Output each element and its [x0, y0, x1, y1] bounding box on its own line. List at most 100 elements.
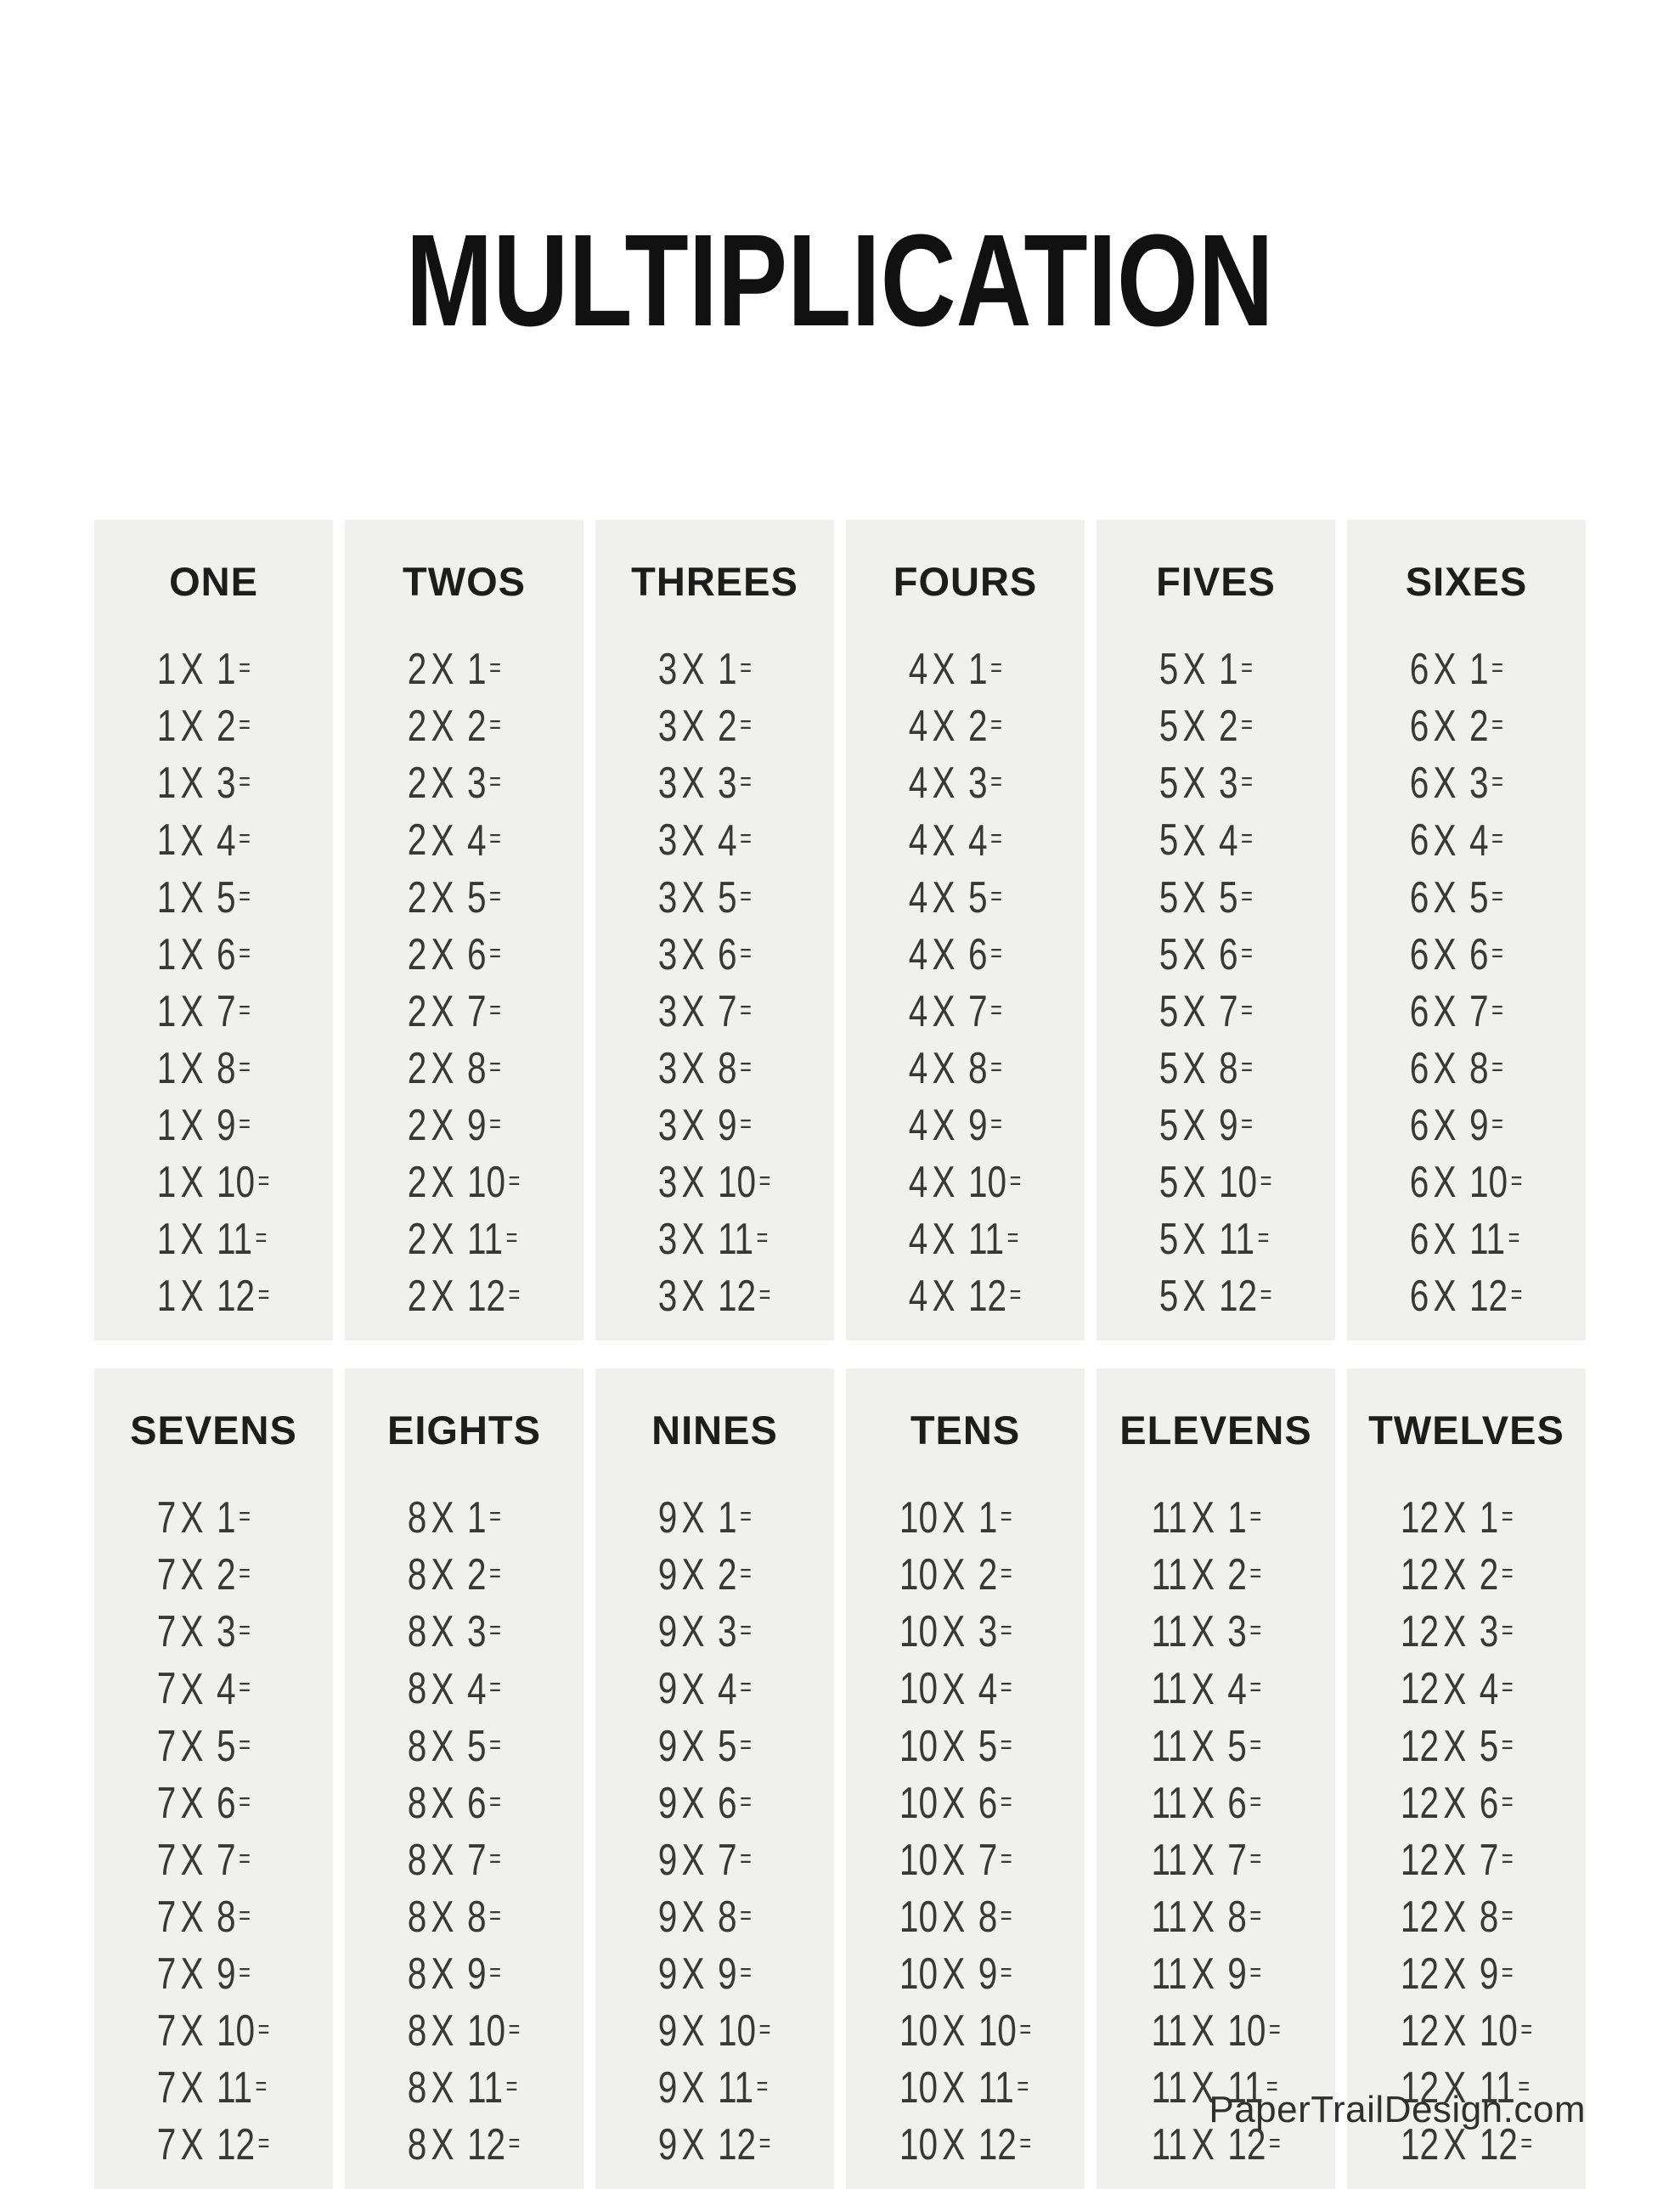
equation-row: 11 X 1 =: [1151, 1489, 1280, 1546]
equation-row: 10 X 4 =: [899, 1660, 1031, 1717]
multiplier-value: 5: [467, 1721, 488, 1771]
multiplier-value: 2: [718, 702, 738, 752]
equation-list: 1 X 1 = 1 X 2 = 1 X 3 = 1 X 4 = 1 X 5 = 1 X 6 = 1 X 7 = 1 X 8 = 1 X 9 = 1 X 10…: [157, 640, 270, 1324]
multiplication-operator: X: [1191, 1892, 1215, 1942]
table-header: SIXES: [1405, 559, 1528, 605]
multiplier-value: 8: [978, 1892, 998, 1942]
factor-value: 10: [899, 1493, 938, 1543]
equals-sign: =: [239, 1844, 251, 1873]
factor-value: 3: [658, 986, 678, 1036]
multiplication-operator: X: [180, 1043, 205, 1093]
multiplier-value: 6: [1227, 1778, 1247, 1828]
equals-sign: =: [1501, 1787, 1514, 1816]
multiplier-value: 4: [217, 815, 237, 866]
multiplier-value: 1: [467, 1493, 488, 1543]
factor-value: 6: [1410, 759, 1429, 809]
multiplier-value: 7: [467, 986, 488, 1036]
equation-row: 4 X 9 =: [909, 1097, 1022, 1154]
multiplier-value: 4: [1227, 1664, 1247, 1714]
factor-value: 10: [899, 2062, 938, 2113]
equals-sign: =: [1249, 1787, 1262, 1816]
multiplier-value: 3: [1479, 1607, 1499, 1657]
equals-sign: =: [990, 654, 1003, 683]
equals-sign: =: [239, 996, 251, 1024]
equation-row: 5 X 8 =: [1159, 1040, 1272, 1097]
multiplication-operator: X: [1182, 815, 1207, 866]
multiplier-value: 3: [1227, 1607, 1247, 1657]
equation-list: 11 X 1 = 11 X 2 = 11 X 3 = 11 X 4 = 11 X 5 = 11 X 6 = 11 X 7 = 11 X 8 =…: [1151, 1489, 1280, 2173]
tables-grid: ONE 1 X 1 = 1 X 2 = 1 X 3 = 1 X 4 = 1 X 5 = 1 X 6 = 1 X 7 = 1 X 8 = 1 X 9 =…: [94, 520, 1586, 2189]
equation-row: 4 X 3 =: [909, 754, 1022, 811]
equals-sign: =: [1266, 2072, 1278, 2101]
equals-sign: =: [509, 1280, 521, 1309]
equation-list: 8 X 1 = 8 X 2 = 8 X 3 = 8 X 4 = 8 X 5 = 8 X 6 = 8 X 7 = 8 X 8 = 8 X 9 = 8 X 10…: [408, 1489, 521, 2173]
equation-list: 5 X 1 = 5 X 2 = 5 X 3 = 5 X 4 = 5 X 5 = 5 X 6 = 5 X 7 = 5 X 8 = 5 X 9 = 5 X 10…: [1159, 640, 1272, 1324]
multiplier-value: 2: [978, 1550, 998, 1600]
multiplication-operator: X: [932, 815, 956, 866]
equals-sign: =: [239, 1730, 251, 1759]
multiplication-operator: X: [1443, 2119, 1467, 2169]
multiplication-operator: X: [431, 645, 455, 695]
factor-value: 12: [1400, 1550, 1439, 1600]
equation-row: 10 X 9 =: [899, 1945, 1031, 2002]
multiplier-value: 3: [467, 1607, 488, 1657]
multiplier-value: 12: [217, 1271, 256, 1321]
multiplier-value: 11: [718, 1214, 754, 1264]
table-header: TWOS: [403, 559, 526, 605]
factor-value: 2: [408, 815, 427, 866]
equals-sign: =: [256, 2072, 268, 2101]
equals-sign: =: [740, 1673, 753, 1702]
factor-value: 2: [408, 702, 427, 752]
factor-value: 11: [1151, 1664, 1187, 1714]
equation-row: 5 X 11 =: [1159, 1210, 1272, 1267]
equation-row: 4 X 6 =: [909, 926, 1022, 983]
multiplication-operator: X: [1182, 759, 1207, 809]
multiplication-operator: X: [1191, 2062, 1215, 2113]
equals-sign: =: [1249, 1560, 1262, 1588]
table-header: ELEVENS: [1119, 1408, 1312, 1453]
equals-sign: =: [506, 1223, 518, 1252]
multiplier-value: 8: [217, 1043, 237, 1093]
multiplier-value: 12: [467, 1271, 506, 1321]
equation-row: 1 X 8 =: [157, 1040, 270, 1097]
equals-sign: =: [1249, 1844, 1262, 1873]
equals-sign: =: [258, 2015, 270, 2044]
multiplication-operator: X: [1182, 1271, 1207, 1321]
equals-sign: =: [740, 1503, 753, 1532]
factor-value: 8: [408, 1778, 427, 1828]
factor-value: 6: [1410, 1214, 1429, 1264]
factor-value: 3: [658, 702, 678, 752]
equation-row: 2 X 5 =: [408, 869, 521, 926]
multiplication-operator: X: [1443, 2006, 1467, 2056]
factor-value: 11: [1151, 1835, 1187, 1885]
equation-row: 4 X 7 =: [909, 983, 1022, 1040]
equals-sign: =: [239, 1616, 251, 1645]
equals-sign: =: [509, 1166, 521, 1195]
multiplication-operator: X: [932, 1271, 956, 1321]
factor-value: 10: [899, 1892, 938, 1942]
equation-row: 7 X 3 =: [157, 1603, 270, 1660]
multiplier-value: 3: [1469, 759, 1490, 809]
multiplier-value: 7: [1227, 1835, 1247, 1885]
equation-row: 8 X 3 =: [408, 1603, 521, 1660]
equals-sign: =: [740, 825, 753, 854]
equals-sign: =: [489, 1787, 502, 1816]
factor-value: 11: [1151, 2119, 1187, 2169]
multiplier-value: 8: [718, 1043, 738, 1093]
equation-row: 3 X 3 =: [658, 754, 771, 811]
equation-row: 3 X 1 =: [658, 640, 771, 697]
equation-row: 4 X 8 =: [909, 1040, 1022, 1097]
equation-row: 12 X 4 =: [1401, 1660, 1532, 1717]
equals-sign: =: [740, 1730, 753, 1759]
factor-value: 4: [909, 815, 928, 866]
equation-row: 5 X 2 =: [1159, 697, 1272, 754]
factor-value: 3: [658, 872, 678, 922]
equation-row: 10 X 3 =: [899, 1603, 1031, 1660]
multiplication-operator: X: [180, 645, 205, 695]
factor-value: 7: [157, 1949, 177, 1999]
factor-value: 7: [157, 1607, 177, 1657]
factor-value: 6: [1410, 1100, 1429, 1150]
factor-value: 3: [658, 1043, 678, 1093]
equation-row: 11 X 9 =: [1151, 1945, 1280, 2002]
multiplier-value: 12: [978, 2119, 1017, 2169]
